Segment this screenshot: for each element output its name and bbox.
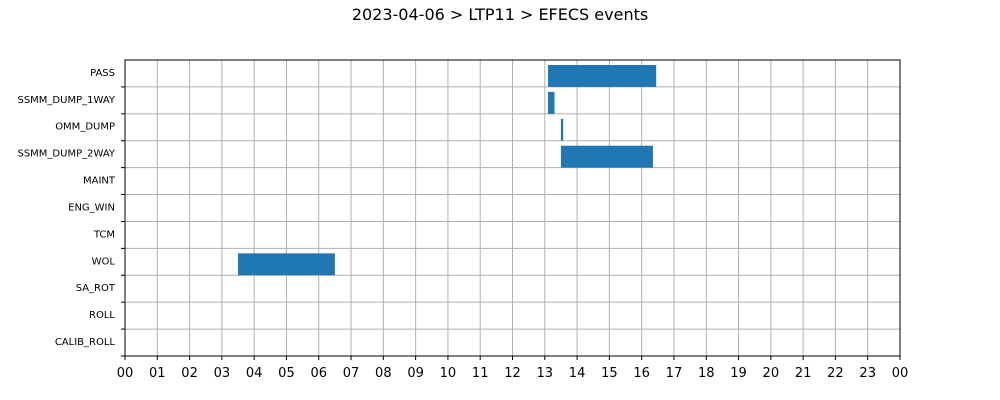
event-bar-ssmm_dump_1way — [548, 91, 555, 114]
y-tick-label: SA_ROT — [76, 283, 116, 294]
event-bar-pass — [548, 65, 657, 87]
x-tick-label: 16 — [633, 366, 650, 381]
y-tick-label: SSMM_DUMP_1WAY — [17, 95, 115, 106]
event-bar-wol — [238, 253, 335, 276]
x-tick-label: 02 — [181, 366, 198, 381]
y-tick-label: ROLL — [89, 310, 115, 321]
x-tick-label: 12 — [504, 366, 521, 381]
x-tick-label: 07 — [343, 366, 360, 381]
x-tick-label: 11 — [472, 366, 489, 381]
x-tick-label: 20 — [763, 366, 780, 381]
x-tick-label: 21 — [795, 366, 812, 381]
x-tick-label: 15 — [601, 366, 618, 381]
x-tick-label: 00 — [117, 366, 134, 381]
y-tick-label: WOL — [92, 256, 116, 267]
x-tick-label: 09 — [407, 366, 424, 381]
chart-title: 2023-04-06 > LTP11 > EFECS events — [351, 5, 649, 24]
y-tick-label: MAINT — [83, 176, 116, 187]
x-tick-label: 08 — [375, 366, 392, 381]
y-tick-label: TCM — [93, 229, 115, 240]
x-tick-label: 01 — [149, 366, 166, 381]
event-bar-ssmm_dump_2way — [560, 145, 653, 168]
x-tick-label: 22 — [827, 366, 844, 381]
y-tick-label: CALIB_ROLL — [55, 337, 116, 348]
event-bar-omm_dump — [560, 118, 564, 141]
x-tick-label: 00 — [892, 366, 909, 381]
x-tick-label: 18 — [698, 366, 715, 381]
y-tick-label: OMM_DUMP — [55, 122, 115, 133]
x-tick-label: 19 — [730, 366, 747, 381]
x-tick-label: 05 — [278, 366, 295, 381]
x-tick-label: 03 — [214, 366, 231, 381]
y-tick-label: SSMM_DUMP_2WAY — [17, 149, 115, 160]
x-tick-label: 14 — [569, 366, 586, 381]
x-tick-label: 06 — [310, 366, 327, 381]
x-tick-label: 13 — [537, 366, 554, 381]
x-tick-label: 17 — [666, 366, 683, 381]
x-tick-label: 04 — [246, 366, 263, 381]
y-tick-label: ENG_WIN — [68, 202, 115, 213]
y-tick-label: PASS — [90, 68, 115, 79]
x-tick-label: 23 — [859, 366, 876, 381]
x-tick-label: 10 — [440, 366, 457, 381]
